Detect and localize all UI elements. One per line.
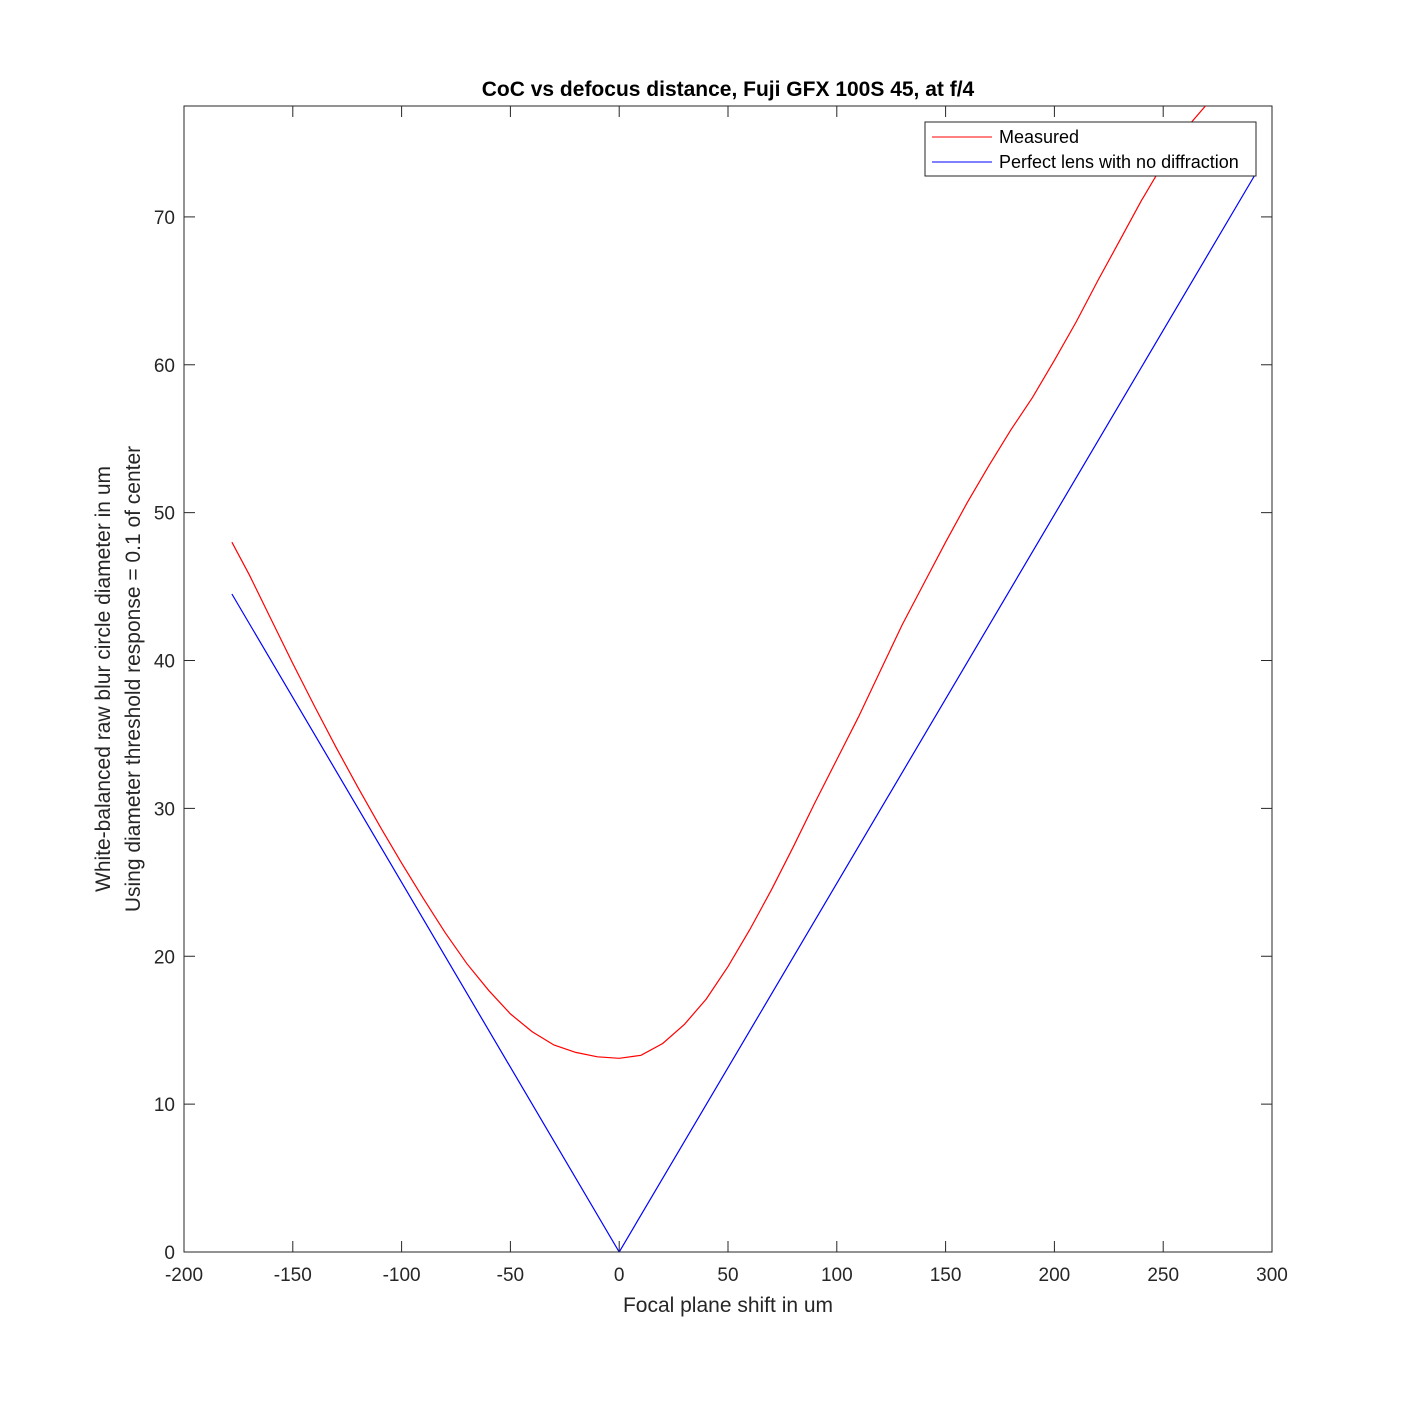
legend-box <box>924 121 1257 177</box>
legend: Measured Perfect lens with no diffractio… <box>924 121 1257 177</box>
x-tick-label: 200 <box>1039 1265 1071 1286</box>
x-tick-label: 100 <box>821 1265 853 1286</box>
y-tick-label: 60 <box>154 356 175 377</box>
y-tick-label: 70 <box>154 208 175 229</box>
series-layer <box>231 106 1256 1252</box>
legend-label-measured: Measured <box>999 127 1079 147</box>
y-tick-label: 0 <box>164 1243 175 1264</box>
chart-title: CoC vs defocus distance, Fuji GFX 100S 4… <box>482 78 975 101</box>
y-axis-label-line-1: White-balanced raw blur circle diameter … <box>92 466 115 892</box>
x-tick-label: 250 <box>1147 1265 1179 1286</box>
series-line-measured <box>231 106 1207 1059</box>
x-tick-label: 300 <box>1256 1265 1288 1286</box>
y-axis-label-line-2: Using diameter threshold response = 0.1 … <box>122 446 145 912</box>
x-axis-label: Focal plane shift in um <box>623 1294 833 1317</box>
x-tick-label: 0 <box>614 1265 625 1286</box>
x-tick-label: -200 <box>165 1265 203 1286</box>
x-tick-label: 50 <box>717 1265 738 1286</box>
plot-area <box>183 105 1273 1253</box>
y-tick-label: 30 <box>154 799 175 820</box>
x-tick-label: -150 <box>274 1265 312 1286</box>
y-tick-label: 40 <box>154 652 175 673</box>
legend-label-perfect-lens: Perfect lens with no diffraction <box>999 152 1239 172</box>
x-tick-label: -50 <box>497 1265 524 1286</box>
y-tick-label: 20 <box>154 947 175 968</box>
x-tick-label: 150 <box>930 1265 962 1286</box>
ticks-layer: -200 -150 -100 -50 0 50 100 150 200 250 300 0 10 20 30… <box>154 106 1288 1286</box>
series-line-perfect-lens <box>231 175 1256 1252</box>
y-tick-label: 50 <box>154 504 175 525</box>
y-tick-label: 10 <box>154 1095 175 1116</box>
x-tick-label: -100 <box>383 1265 421 1286</box>
